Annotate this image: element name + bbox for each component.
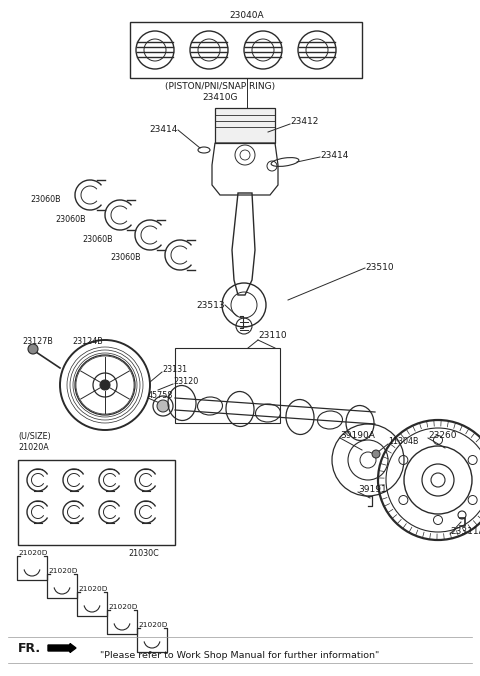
Text: 23260: 23260 bbox=[428, 431, 456, 441]
Text: 23513: 23513 bbox=[196, 301, 225, 310]
Text: FR.: FR. bbox=[18, 642, 41, 654]
Text: 23120: 23120 bbox=[173, 377, 198, 387]
Circle shape bbox=[100, 380, 110, 390]
Text: 21020A: 21020A bbox=[18, 443, 49, 452]
Text: 45758: 45758 bbox=[148, 391, 173, 400]
Text: 23040A: 23040A bbox=[230, 11, 264, 20]
Text: 23311A: 23311A bbox=[450, 527, 480, 537]
Text: 23131: 23131 bbox=[162, 366, 187, 375]
Text: 23060B: 23060B bbox=[110, 254, 141, 262]
Text: "Please refer to Work Shop Manual for further information": "Please refer to Work Shop Manual for fu… bbox=[100, 650, 380, 660]
Text: 39191: 39191 bbox=[358, 485, 387, 495]
Text: 23060B: 23060B bbox=[30, 195, 60, 205]
FancyBboxPatch shape bbox=[215, 108, 275, 143]
Text: 23110: 23110 bbox=[258, 331, 287, 339]
Text: 39190A: 39190A bbox=[340, 431, 375, 441]
Text: 23127B: 23127B bbox=[22, 337, 53, 347]
Text: 23414: 23414 bbox=[150, 126, 178, 135]
Text: (PISTON/PNI/SNAP RING): (PISTON/PNI/SNAP RING) bbox=[165, 82, 275, 91]
Text: (U/SIZE): (U/SIZE) bbox=[18, 433, 51, 441]
Text: 23410G: 23410G bbox=[202, 93, 238, 101]
Text: 23510: 23510 bbox=[365, 264, 394, 272]
Text: 23412: 23412 bbox=[290, 118, 318, 126]
FancyBboxPatch shape bbox=[130, 22, 362, 78]
Text: 21020D: 21020D bbox=[108, 604, 137, 610]
Text: 23124B: 23124B bbox=[72, 337, 103, 347]
Circle shape bbox=[157, 400, 169, 412]
Text: 23060B: 23060B bbox=[82, 235, 113, 245]
FancyArrow shape bbox=[48, 644, 76, 652]
Text: 23060B: 23060B bbox=[55, 216, 85, 224]
Text: 21020D: 21020D bbox=[48, 568, 77, 574]
Text: 21020D: 21020D bbox=[78, 586, 108, 592]
Circle shape bbox=[28, 344, 38, 354]
Text: 23414: 23414 bbox=[320, 151, 348, 160]
Circle shape bbox=[372, 450, 380, 458]
Text: 21020D: 21020D bbox=[18, 550, 48, 556]
Text: 21020D: 21020D bbox=[138, 622, 168, 628]
Text: 21030C: 21030C bbox=[128, 548, 159, 558]
Text: 11304B: 11304B bbox=[388, 437, 419, 447]
